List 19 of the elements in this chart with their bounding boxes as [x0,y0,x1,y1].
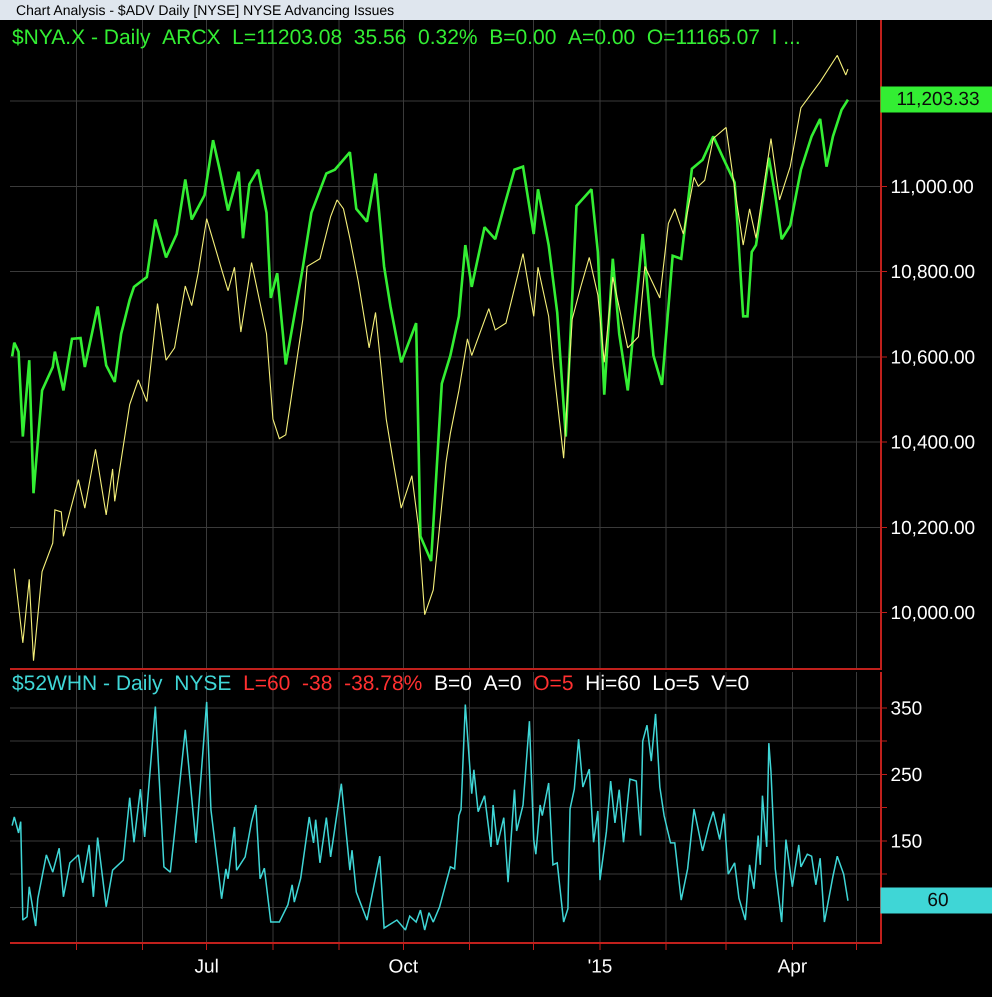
x-tick-label: Oct [388,956,419,978]
y-tick-label: 150 [890,832,922,853]
x-tick-label: '15 [588,956,612,978]
chart-title: Chart Analysis - $ADV Daily [NYSE] NYSE Advancing Issues [16,2,394,18]
y-tick-label: 250 [890,765,922,786]
y-tick-label: 10,800.00 [890,262,976,284]
y-tick-label: 11,000.00 [890,176,974,198]
text: L=60 -38 -38.78% B=0 A=0 O=5 Hi=60 Lo=5 V=0 [243,672,750,695]
chart-subtitle: $NYA.X - Daily ARCX L=11203.08 35.56 0.32% B=0.00 A=0.00 O=11165.07 I ... [12,26,801,49]
y-tick-label: 10,600.00 [890,347,976,368]
y-tick-label: 10,000.00 [890,603,976,624]
x-tick-label: Apr [778,956,808,978]
text: 60 [927,890,949,911]
y-tick-label: 10,400.00 [890,432,976,454]
x-tick-label: Jul [194,956,219,978]
text: 11,203.33 [896,89,980,110]
chart-title: $52WHN - Daily NYSE [12,672,232,695]
y-tick-label: 10,200.00 [890,518,976,539]
y-tick-label: 350 [890,698,922,720]
